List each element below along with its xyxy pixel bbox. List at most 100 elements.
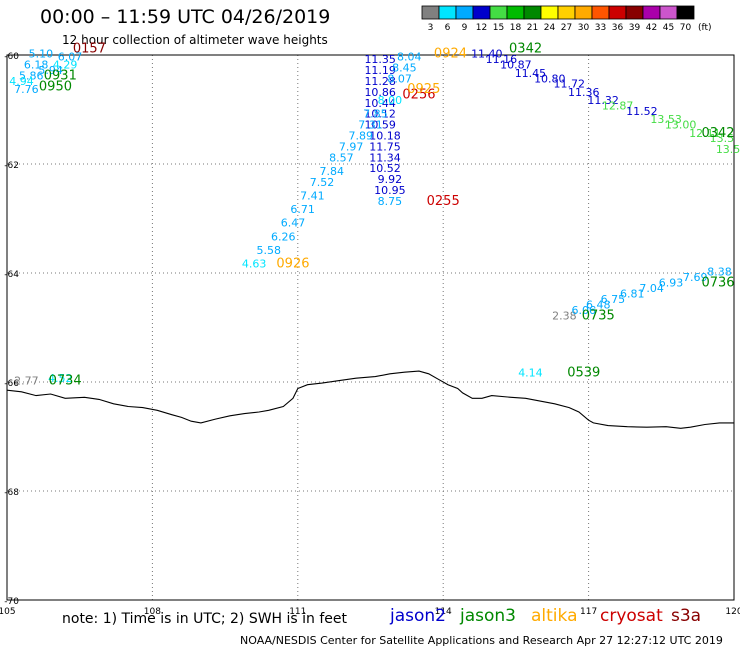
colorbar-tick: 39 xyxy=(629,23,641,33)
credit-line: NOAA/NESDIS Center for Satellite Applica… xyxy=(240,634,723,647)
swh-label: 11.52 xyxy=(626,105,658,118)
swh-label: 4.63 xyxy=(242,258,267,271)
swh-label: 7.52 xyxy=(310,176,335,189)
swh-label: 5.86 xyxy=(19,70,44,83)
swh-label: 6.26 xyxy=(271,230,296,243)
x-tick-label: 117 xyxy=(580,607,597,617)
swh-label: 11.45 xyxy=(515,67,547,80)
swh-label: 11.72 xyxy=(553,78,585,91)
swh-label: 7.31 xyxy=(358,119,383,132)
y-tick-label: -60 xyxy=(4,52,19,62)
swh-label: 11.32 xyxy=(587,94,619,107)
swh-label: 6.48 xyxy=(586,298,611,311)
x-tick-label: 108 xyxy=(144,607,161,617)
colorbar-tick: 21 xyxy=(527,23,538,33)
swh-label: 7.41 xyxy=(300,189,325,202)
pass-time-label: 0157 xyxy=(73,41,106,56)
swh-label: 7.85 xyxy=(363,108,388,121)
swh-label: 11.75 xyxy=(369,140,401,153)
swh-label: 11.16 xyxy=(486,53,518,66)
colorbar-tick: 24 xyxy=(544,23,556,33)
y-tick-label: -70 xyxy=(4,597,19,607)
y-tick-label: -64 xyxy=(4,270,19,280)
pass-time-label: 0255 xyxy=(427,194,460,209)
legend-s3a: s3a xyxy=(671,606,702,626)
colorbar-unit: (ft) xyxy=(698,23,712,33)
swh-label: 11.19 xyxy=(364,64,396,77)
swh-label: 11.40 xyxy=(471,48,503,61)
swh-label: 4.52 xyxy=(48,372,73,385)
x-tick-label: 120 xyxy=(725,607,740,617)
y-tick-label: -66 xyxy=(4,379,19,389)
y-tick-label: -68 xyxy=(4,488,19,498)
swh-label: 5.58 xyxy=(256,244,281,257)
swh-label: 11.35 xyxy=(364,53,396,66)
pass-time-label: 0926 xyxy=(276,257,309,272)
swh-label: 6.18 xyxy=(24,59,49,72)
pass-time-label: 0950 xyxy=(39,79,72,94)
swh-label: 10.18 xyxy=(369,129,401,142)
x-tick-label: 114 xyxy=(435,607,452,617)
swh-label: 8.45 xyxy=(392,61,417,74)
colorbar-tick: 33 xyxy=(595,23,606,33)
pass-time-label: 0736 xyxy=(701,276,734,291)
x-tick-label: 111 xyxy=(289,607,306,617)
swh-label: 5.10 xyxy=(29,48,54,61)
colorbar-tick: 18 xyxy=(510,23,522,33)
swh-label: 7.97 xyxy=(339,140,364,153)
swh-label: 13.53 xyxy=(650,113,682,126)
swh-label: 12.87 xyxy=(602,100,634,113)
swh-label: 13.00 xyxy=(665,119,697,132)
swh-label: 8.00 xyxy=(378,94,403,107)
swh-label: 7.69 xyxy=(683,271,708,284)
swh-label: 7.84 xyxy=(319,165,344,178)
pass-time-label: 0735 xyxy=(582,308,615,323)
swh-label: 10.87 xyxy=(500,59,532,72)
swh-label: 6.07 xyxy=(58,50,83,63)
swh-label: 13.53 xyxy=(716,143,740,156)
swh-label: 10.44 xyxy=(364,97,396,110)
swh-label: 6.47 xyxy=(281,217,306,230)
legend-jason3: jason3 xyxy=(460,606,516,626)
colorbar-tick: 45 xyxy=(663,23,674,33)
swh-label: 12.11 xyxy=(689,127,721,140)
swh-label: 6.71 xyxy=(290,203,315,216)
swh-label: 13.5 xyxy=(710,132,735,145)
colorbar-tick: 36 xyxy=(612,23,624,33)
swh-label: 10.95 xyxy=(374,184,406,197)
y-tick-label: -62 xyxy=(4,161,19,171)
colorbar-tick: 42 xyxy=(646,23,657,33)
colorbar-tick: 30 xyxy=(578,23,590,33)
swh-label: 10.86 xyxy=(364,86,396,99)
swh-label: 6.75 xyxy=(601,293,626,306)
swh-label: 8.75 xyxy=(378,195,403,208)
swh-label: 5.94 xyxy=(38,64,63,77)
legend-cryosat: cryosat xyxy=(600,606,663,626)
x-tick-label: 105 xyxy=(0,607,16,617)
colorbar-tick: 15 xyxy=(493,23,504,33)
plot-frame xyxy=(6,54,735,601)
colorbar-tick: 70 xyxy=(680,23,692,33)
colorbar-tick: 27 xyxy=(561,23,572,33)
pass-time-label: 0924 xyxy=(434,47,467,62)
colorbar-tick: 12 xyxy=(476,23,487,33)
swh-label: 6.81 xyxy=(620,288,645,301)
swh-label: 4.94 xyxy=(9,75,34,88)
colorbar-tick: 6 xyxy=(445,23,451,33)
swh-label: 2.77 xyxy=(14,375,39,388)
swh-label: 7.04 xyxy=(639,282,664,295)
colorbar-swatch xyxy=(676,5,695,20)
subtitle: 12 hour collection of altimeter wave hei… xyxy=(62,33,328,47)
pass-time-label: 0734 xyxy=(49,374,82,389)
legend-altika: altika xyxy=(531,606,578,626)
swh-label: 8.57 xyxy=(329,151,354,164)
coastline xyxy=(6,370,734,429)
legend-jason2: jason2 xyxy=(390,606,446,626)
colorbar-tick: 3 xyxy=(428,23,434,33)
swh-label: 2.38 xyxy=(552,309,577,322)
swh-label: 6.93 xyxy=(659,277,684,290)
swh-label: 6.06 xyxy=(572,304,597,317)
swh-label: 8.04 xyxy=(397,50,422,63)
swh-label: 10.12 xyxy=(364,108,396,121)
pass-time-label: 0256 xyxy=(402,88,435,103)
